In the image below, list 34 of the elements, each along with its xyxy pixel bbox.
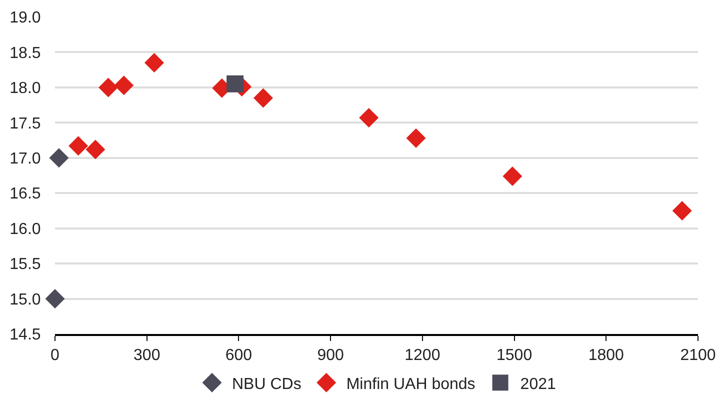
point <box>672 200 692 220</box>
point <box>68 136 88 156</box>
x-tick-label: 300 <box>134 347 160 364</box>
legend-label: NBU CDs <box>232 376 302 393</box>
x-tick-label: 0 <box>50 347 60 364</box>
point <box>502 166 522 186</box>
point <box>144 53 164 73</box>
point <box>253 88 273 108</box>
point <box>49 148 69 168</box>
x-tick-label: 1800 <box>588 347 624 364</box>
x-tick-label: 600 <box>225 347 252 364</box>
y-tick-label: 16.5 <box>10 186 41 203</box>
point <box>98 78 118 98</box>
y-tick-label: 16.0 <box>10 220 41 238</box>
x-tick-label: 2100 <box>680 347 716 364</box>
y-tick-label: 14.5 <box>10 326 41 344</box>
y-tick-label: 15.0 <box>10 291 41 308</box>
y-tick-label: 19.0 <box>10 10 41 27</box>
legend-label: 2021 <box>520 376 556 393</box>
point <box>226 75 244 92</box>
y-tick-label: 17.5 <box>10 115 41 132</box>
point <box>359 108 379 128</box>
point <box>406 128 426 148</box>
x-tick-label: 900 <box>317 347 344 364</box>
point <box>86 140 106 160</box>
legend-label: Minfin UAH bonds <box>346 376 476 393</box>
y-tick-label: 17.0 <box>10 150 41 168</box>
y-tick-label: 18.0 <box>10 80 41 98</box>
x-tick-label: 1200 <box>404 347 440 364</box>
x-tick-label: 1500 <box>496 347 532 364</box>
point <box>114 76 134 96</box>
point <box>45 289 65 309</box>
y-tick-label: 18.5 <box>10 44 41 62</box>
y-tick-label: 15.5 <box>10 256 41 274</box>
